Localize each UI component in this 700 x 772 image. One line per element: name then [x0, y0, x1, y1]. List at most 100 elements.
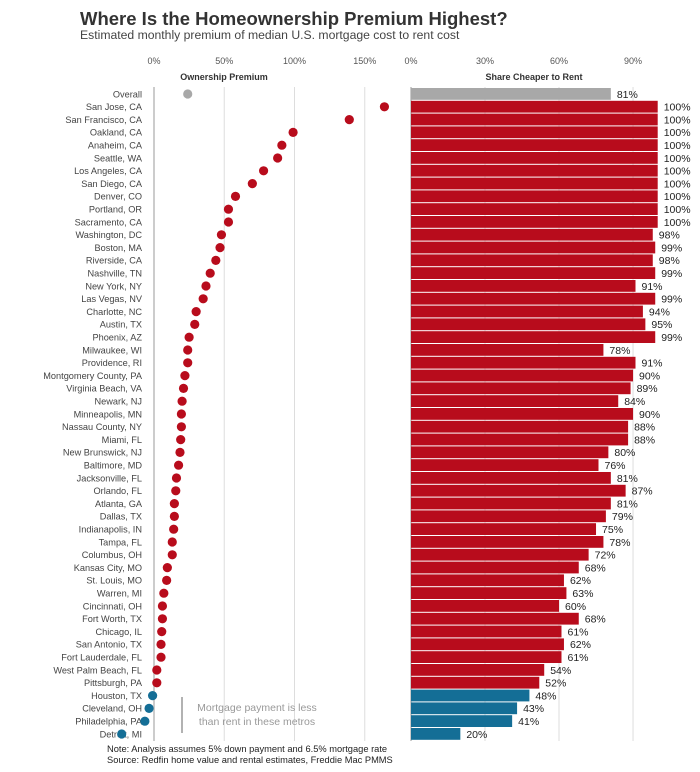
share-bar: [411, 164, 658, 177]
share-bar: [411, 228, 653, 241]
premium-dot: [177, 396, 187, 406]
premium-dot: [176, 422, 186, 432]
bar-value-label: 61%: [567, 652, 588, 664]
share-bar: [411, 689, 530, 702]
premium-dot: [180, 371, 190, 381]
share-bar: [411, 292, 656, 305]
bar-value-label: 88%: [634, 422, 655, 434]
category-label: Fort Lauderdale, FL: [61, 653, 142, 663]
bar-value-label: 68%: [585, 562, 606, 574]
bar-value-label: 100%: [664, 127, 691, 139]
left-tick-label: 150%: [353, 56, 376, 66]
bar-value-label: 48%: [535, 690, 556, 702]
right-tick-label: 30%: [476, 56, 494, 66]
premium-dot: [156, 639, 166, 650]
footer-note: Note: Analysis assumes 5% down payment a…: [107, 744, 388, 754]
share-bar: [411, 318, 646, 331]
right-tick-label: 90%: [624, 56, 642, 66]
category-label: New Brunswick, NJ: [63, 448, 142, 458]
premium-dot: [178, 383, 189, 393]
share-bar: [411, 126, 658, 139]
bar-value-label: 78%: [609, 537, 630, 549]
bar-value-labels: 81%100%100%100%100%100%100%100%100%100%1…: [466, 89, 690, 741]
category-label: Nassau County, NY: [62, 422, 142, 432]
premium-dot: [379, 102, 390, 112]
premium-dot: [277, 140, 287, 150]
category-label: Providence, RI: [82, 358, 142, 368]
premium-dot: [157, 601, 168, 611]
bar-value-label: 91%: [641, 358, 662, 370]
category-label: Indianapolis, IN: [79, 525, 142, 535]
share-bar: [411, 676, 540, 689]
share-bar: [411, 305, 643, 318]
category-label: Columbus, OH: [82, 550, 142, 560]
bar-value-label: 89%: [637, 383, 658, 395]
share-bar: [411, 100, 658, 113]
premium-dot: [169, 499, 179, 509]
bar-value-label: 68%: [585, 614, 606, 626]
premium-dot: [152, 678, 162, 688]
bar-value-label: 100%: [664, 204, 691, 216]
share-bar: [411, 484, 626, 497]
category-label: Charlotte, NC: [86, 307, 142, 317]
bar-value-label: 72%: [595, 550, 616, 562]
category-label: Phoenix, AZ: [92, 333, 142, 343]
share-bar: [411, 664, 545, 676]
left-axis-title: Ownership Premium: [180, 72, 268, 82]
share-bar: [411, 395, 619, 407]
bar-value-label: 20%: [466, 729, 487, 741]
bar-value-label: 100%: [664, 178, 691, 190]
category-label: San Jose, CA: [86, 102, 143, 112]
category-label: Philadelphia, PA: [75, 717, 143, 727]
category-label: Washington, DC: [75, 230, 142, 240]
share-bar: [411, 523, 597, 535]
category-label: Milwaukee, WI: [82, 345, 142, 355]
share-bar: [411, 88, 611, 100]
premium-dot: [223, 204, 234, 214]
share-bar: [411, 190, 658, 203]
premium-dot: [167, 550, 177, 560]
share-bar: [411, 702, 518, 715]
category-label: Sacramento, CA: [75, 217, 143, 227]
share-bar: [411, 587, 567, 599]
share-bars: [411, 88, 658, 740]
premium-dots: [117, 89, 390, 739]
premium-dot: [176, 435, 186, 445]
premium-dot: [215, 243, 225, 253]
bar-value-label: 100%: [664, 140, 691, 152]
bar-value-label: 81%: [617, 473, 638, 485]
bar-value-label: 100%: [664, 114, 691, 126]
share-bar: [411, 331, 656, 343]
category-label: San Francisco, CA: [65, 115, 142, 125]
share-bar: [411, 177, 658, 190]
share-bar: [411, 344, 604, 356]
category-label: Pittsburgh, PA: [84, 678, 143, 688]
category-label: Cleveland, OH: [82, 704, 142, 714]
category-label: Boston, MA: [95, 243, 143, 253]
premium-dot: [191, 307, 201, 317]
bar-value-label: 100%: [664, 217, 691, 229]
premium-dot: [117, 729, 127, 739]
share-bar: [411, 472, 611, 484]
premium-dot: [198, 294, 208, 304]
footer-source: Source: Redfin home value and rental est…: [107, 755, 393, 765]
bar-value-label: 95%: [651, 319, 672, 331]
premium-dot: [152, 665, 162, 675]
share-bar: [411, 536, 604, 548]
premium-dot: [183, 345, 193, 355]
category-label: Nashville, TN: [88, 269, 142, 279]
right-tick-label: 0%: [404, 56, 417, 66]
premium-dot: [175, 447, 185, 457]
category-label: Newark, NJ: [95, 397, 142, 407]
category-label: Tampa, FL: [99, 537, 142, 547]
bar-value-label: 100%: [664, 191, 691, 203]
category-label: Los Angeles, CA: [74, 166, 143, 176]
premium-dot: [190, 319, 200, 329]
chart-footer: Note: Analysis assumes 5% down payment a…: [107, 744, 393, 766]
premium-dot: [201, 281, 211, 291]
category-label: Seattle, WA: [94, 153, 143, 163]
bar-value-label: 62%: [570, 575, 591, 587]
premium-dot: [169, 511, 179, 521]
premium-dot: [157, 614, 168, 624]
premium-dot: [162, 575, 172, 586]
